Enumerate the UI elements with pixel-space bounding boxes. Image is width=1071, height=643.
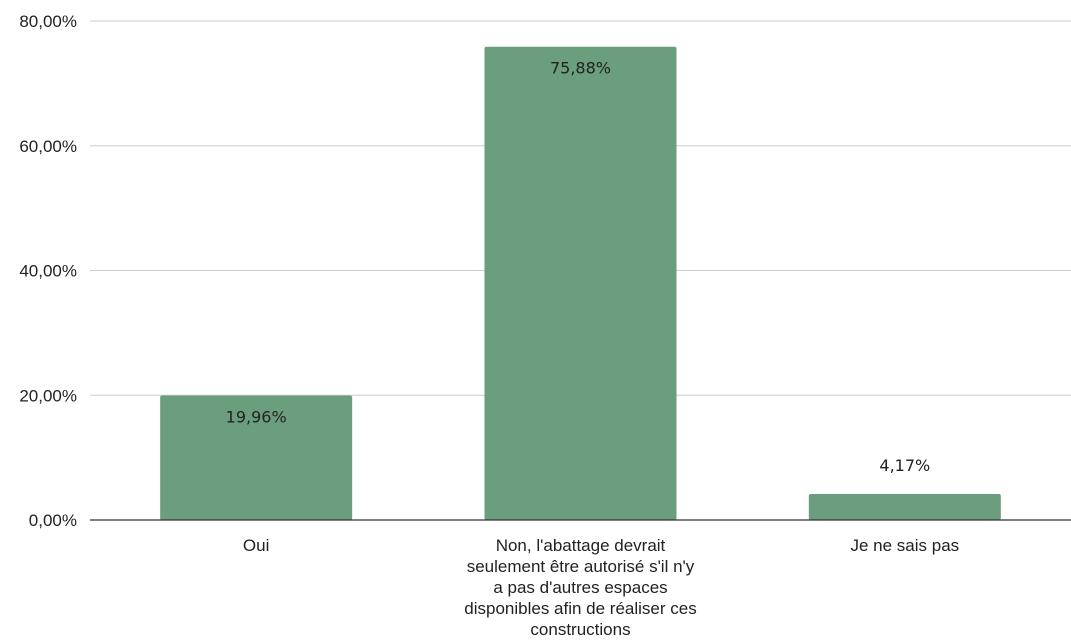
y-axis-ticks: 0,00% 20,00% 40,00% 60,00% 80,00% <box>19 12 77 530</box>
category-label: Non, l'abattage devrait <box>496 536 666 555</box>
data-label: 19,96% <box>226 407 287 426</box>
category-label: Oui <box>243 536 269 555</box>
y-tick-label: 60,00% <box>19 137 77 156</box>
category-label: a pas d'autres espaces <box>493 578 667 597</box>
bars <box>160 46 1001 521</box>
bar <box>484 46 677 521</box>
bar <box>160 395 353 520</box>
y-tick-label: 40,00% <box>19 262 77 281</box>
category-label: Je ne sais pas <box>850 536 959 555</box>
bar <box>808 493 1001 520</box>
y-tick-label: 80,00% <box>19 12 77 31</box>
category-label: constructions <box>530 620 630 639</box>
y-tick-label: 0,00% <box>29 511 77 530</box>
category-label: seulement être autorisé s'il n'y <box>467 557 695 576</box>
x-axis-categories: Oui Non, l'abattage devrait seulement être… <box>243 536 959 639</box>
data-label: 75,88% <box>550 59 611 78</box>
data-label: 4,17% <box>879 456 930 475</box>
data-labels: 19,96% 75,88% 4,17% <box>226 59 931 475</box>
category-label: disponibles afin de réaliser ces <box>464 599 696 618</box>
y-tick-label: 20,00% <box>19 386 77 405</box>
